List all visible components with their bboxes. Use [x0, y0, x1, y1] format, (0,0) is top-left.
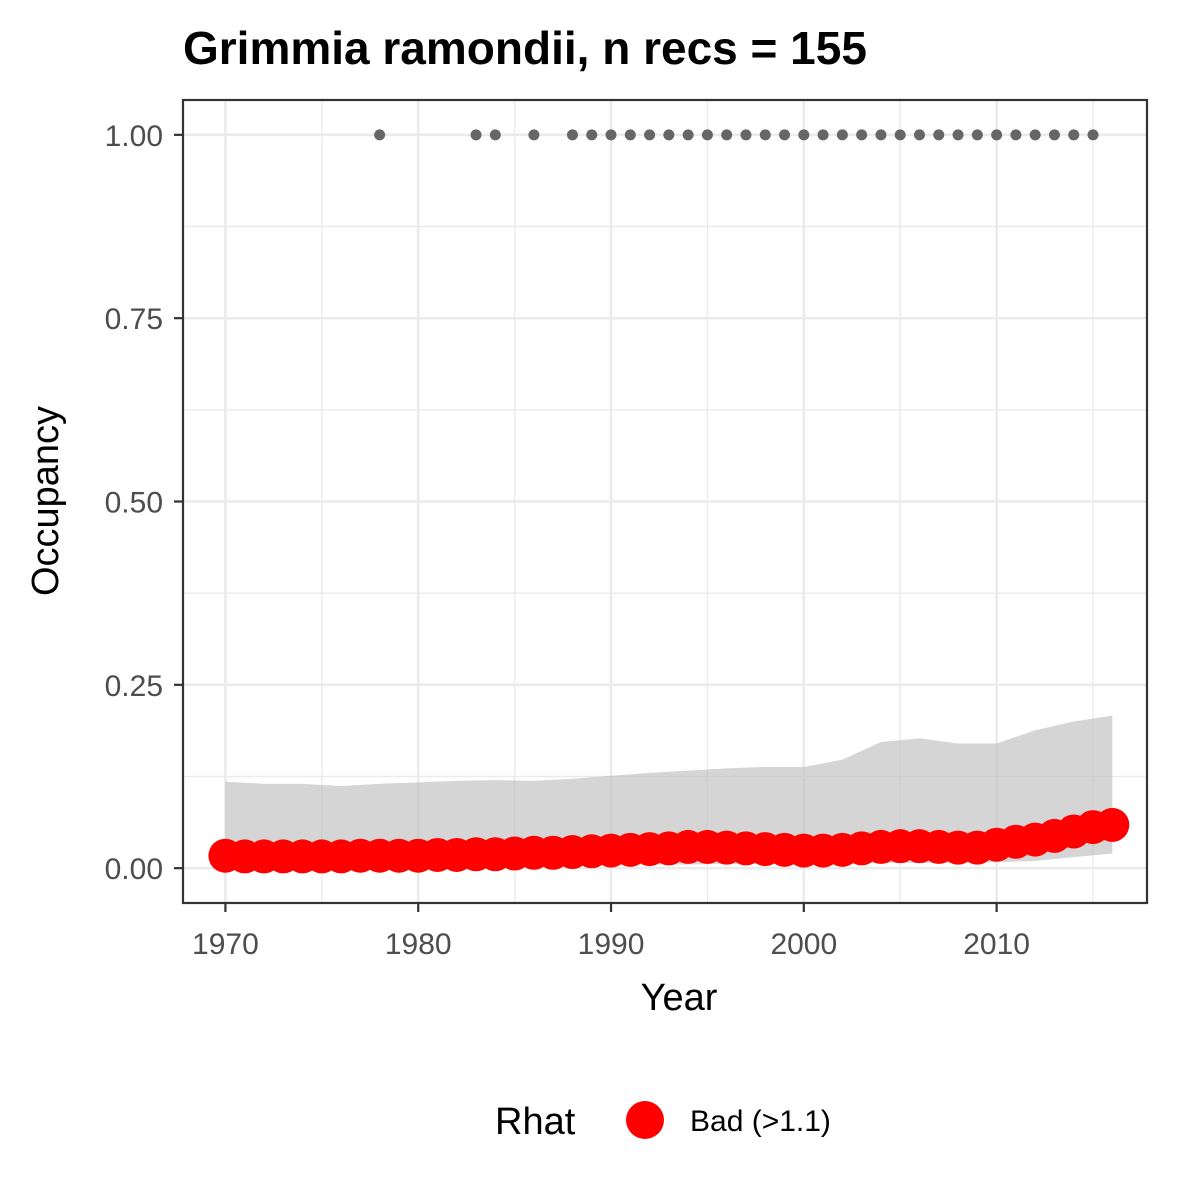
y-tick-label: 0.75 [105, 303, 163, 336]
observation-point [701, 129, 713, 141]
legend-label-bad: Bad (>1.1) [690, 1105, 831, 1138]
observation-point [1087, 129, 1099, 141]
observation-point [682, 129, 694, 141]
legend: Rhat Bad (>1.1) [495, 1101, 831, 1143]
legend-title: Rhat [495, 1101, 576, 1143]
chart-title: Grimmia ramondii, n recs = 155 [183, 22, 867, 74]
legend-key-bad [626, 1101, 664, 1139]
x-tick-label: 1980 [385, 928, 452, 961]
x-tick-label: 1990 [578, 928, 645, 961]
observation-point [1010, 129, 1022, 141]
observation-point [644, 129, 656, 141]
observation-point [528, 129, 540, 141]
observation-point [1068, 129, 1080, 141]
observation-point [856, 129, 868, 141]
y-tick-label: 0.00 [105, 853, 163, 886]
observation-point [586, 129, 598, 141]
y-tick-label: 1.00 [105, 120, 163, 153]
observation-point [933, 129, 945, 141]
estimate-points [208, 807, 1130, 874]
x-tick-label: 2000 [770, 928, 837, 961]
observation-points [374, 129, 1099, 141]
y-tick-label: 0.50 [105, 487, 163, 520]
observation-point [721, 129, 733, 141]
observation-point [875, 129, 887, 141]
credible-interval-ribbon [225, 715, 1113, 865]
observation-point [952, 129, 964, 141]
observation-point [740, 129, 752, 141]
observation-point [894, 129, 906, 141]
observation-point [817, 129, 829, 141]
observation-point [566, 129, 578, 141]
observation-point [470, 129, 482, 141]
observation-point [971, 129, 983, 141]
x-axis: 1970 1980 1990 2000 2010 [192, 903, 1030, 961]
credible-interval-layer [225, 715, 1113, 865]
observation-point [759, 129, 771, 141]
x-tick-label: 2010 [963, 928, 1030, 961]
observation-point [1048, 129, 1060, 141]
y-axis: 0.00 0.25 0.50 0.75 1.00 [105, 120, 183, 886]
x-axis-title: Year [641, 977, 718, 1019]
observation-point [489, 129, 501, 141]
observation-point [374, 129, 386, 141]
observation-point [624, 129, 636, 141]
observation-point [836, 129, 848, 141]
y-tick-label: 0.25 [105, 670, 163, 703]
observation-point [1029, 129, 1041, 141]
estimate-point [1095, 807, 1130, 842]
observation-point [913, 129, 925, 141]
observation-point [798, 129, 810, 141]
observation-point [605, 129, 617, 141]
observation-point [663, 129, 675, 141]
observation-point [991, 129, 1003, 141]
y-axis-title: Occupancy [25, 406, 67, 596]
observation-point [779, 129, 791, 141]
x-tick-label: 1970 [192, 928, 259, 961]
